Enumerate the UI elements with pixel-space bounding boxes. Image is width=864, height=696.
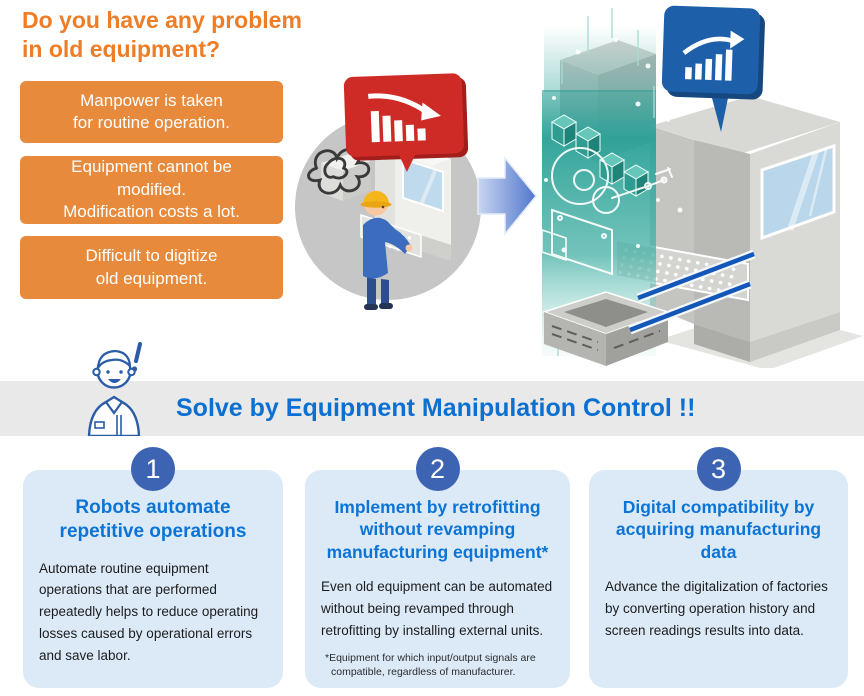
benefit-number-1: 1 xyxy=(131,447,175,491)
solution-banner-text: Solve by Equipment Manipulation Control … xyxy=(176,394,696,422)
problem-box-2: Equipment cannot be modified. Modificati… xyxy=(20,156,283,224)
benefit-title-2: Implement by retrofitting without revamp… xyxy=(326,497,549,562)
benefit-number-3: 3 xyxy=(696,447,741,491)
problem-heading: Do you have any problem in old equipment… xyxy=(22,7,302,62)
hologram-robot-outline xyxy=(541,147,673,276)
hologram-glow-top xyxy=(544,26,656,92)
network-cables xyxy=(628,249,756,335)
benefits-section: 1 Robots automate repetitive operations … xyxy=(23,447,848,688)
benefit-title-3: Digital compatibility by acquiring manuf… xyxy=(615,497,822,562)
old-equipment-illustration xyxy=(295,73,481,310)
new-machine xyxy=(615,96,840,362)
benefit-body-1: Automate routine equipment operations th… xyxy=(39,560,259,664)
benefit-card-2: 2 Implement by retrofitting without reva… xyxy=(305,447,570,688)
data-cubes-icon xyxy=(551,114,649,197)
decline-chart-icon xyxy=(370,110,426,143)
benefit-card-3: 3 Digital compatibility by acquiring man… xyxy=(589,447,848,688)
benefit-card-1: 1 Robots automate repetitive operations … xyxy=(23,447,283,688)
problem-box-3: Difficult to digitize old equipment. xyxy=(20,236,283,299)
benefit-body-3: Advance the digitalization of factories … xyxy=(605,579,828,638)
problem-box-1: Manpower is taken for routine operation. xyxy=(20,81,283,143)
benefit-footnote-2: *Equipment for which input/output signal… xyxy=(325,651,536,679)
worker-figure xyxy=(360,190,413,310)
confusion-scribble-icon xyxy=(307,147,371,195)
growth-sign xyxy=(661,5,765,100)
growth-chart-icon xyxy=(684,49,733,81)
transition-arrow-icon xyxy=(477,155,537,237)
decline-sign xyxy=(343,73,469,173)
solution-banner xyxy=(0,381,864,436)
benefit-title-1: Robots automate repetitive operations xyxy=(59,497,247,543)
benefit-number-2: 2 xyxy=(415,447,460,491)
machine-window xyxy=(760,143,836,241)
advisor-person-icon xyxy=(87,342,142,436)
new-equipment-illustration xyxy=(541,5,863,368)
benefit-body-2: Even old equipment can be automated with… xyxy=(321,579,553,638)
hard-hat-icon xyxy=(363,191,389,204)
